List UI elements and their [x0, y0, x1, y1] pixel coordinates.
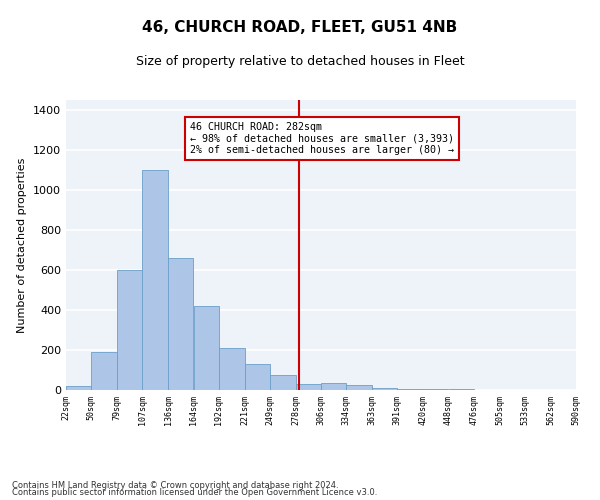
Bar — [397, 389, 423, 390]
Text: 46, CHURCH ROAD, FLEET, GU51 4NB: 46, CHURCH ROAD, FLEET, GU51 4NB — [142, 20, 458, 35]
Bar — [142, 170, 168, 390]
Text: Contains public sector information licensed under the Open Government Licence v3: Contains public sector information licen… — [12, 488, 377, 497]
Bar — [219, 348, 245, 390]
Text: Contains HM Land Registry data © Crown copyright and database right 2024.: Contains HM Land Registry data © Crown c… — [12, 480, 338, 490]
Bar — [66, 386, 91, 390]
Bar — [118, 270, 142, 390]
Bar — [321, 383, 346, 390]
Bar — [194, 306, 218, 390]
Bar — [346, 385, 372, 390]
Bar — [373, 388, 397, 390]
Bar — [91, 352, 117, 390]
Bar — [245, 364, 269, 390]
Bar — [169, 258, 193, 390]
Text: 46 CHURCH ROAD: 282sqm
← 98% of detached houses are smaller (3,393)
2% of semi-d: 46 CHURCH ROAD: 282sqm ← 98% of detached… — [190, 122, 454, 155]
Y-axis label: Number of detached properties: Number of detached properties — [17, 158, 28, 332]
Bar — [296, 384, 321, 390]
Text: Size of property relative to detached houses in Fleet: Size of property relative to detached ho… — [136, 55, 464, 68]
Bar — [270, 375, 296, 390]
